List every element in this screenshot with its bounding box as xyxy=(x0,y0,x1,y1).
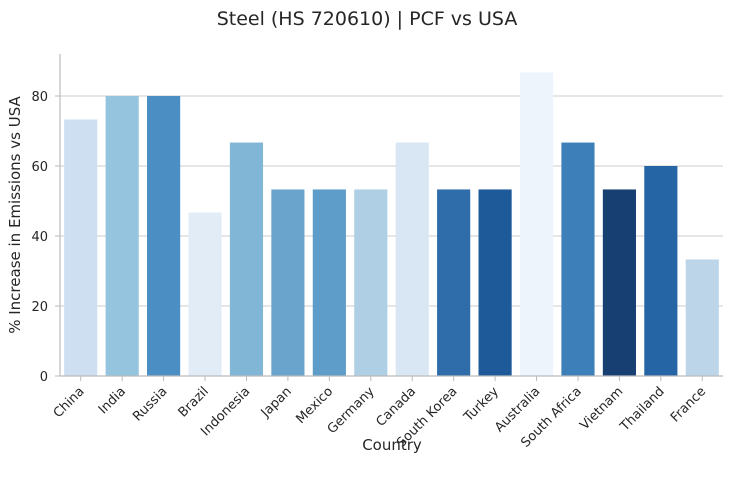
x-tick-label: Japan xyxy=(258,384,295,421)
bar-turkey xyxy=(478,189,512,376)
bar-japan xyxy=(271,189,305,376)
bar-thailand xyxy=(644,166,678,376)
bar-south-korea xyxy=(437,189,471,376)
x-tick-label: Thailand xyxy=(617,384,668,435)
chart-title: Steel (HS 720610) | PCF vs USA xyxy=(217,8,518,30)
y-tick-label: 0 xyxy=(40,370,48,385)
bar-france xyxy=(685,259,719,376)
y-tick-label: 60 xyxy=(31,160,48,175)
axes xyxy=(59,54,723,377)
bar-indonesia xyxy=(229,142,264,376)
y-tick-label: 40 xyxy=(31,230,48,245)
x-tick-label: Brazil xyxy=(176,384,212,420)
x-tick-label: Turkey xyxy=(461,384,502,425)
y-tick-label: 80 xyxy=(31,90,48,105)
y-axis-label: % Increase in Emissions vs USA xyxy=(6,96,24,334)
bar-canada xyxy=(395,142,429,376)
x-tick-label: India xyxy=(96,384,129,417)
bars xyxy=(64,72,719,377)
x-axis-label: Country xyxy=(362,436,422,454)
y-ticks: 0 20 40 60 80 xyxy=(31,90,60,385)
bar-vietnam xyxy=(602,189,636,376)
bar-india xyxy=(105,96,139,376)
bar-russia xyxy=(147,96,181,376)
bar-south-africa xyxy=(561,142,595,376)
x-tick-label: Russia xyxy=(130,384,170,424)
bar-mexico xyxy=(312,189,346,376)
bar-australia xyxy=(519,72,554,377)
x-tick-label: China xyxy=(51,384,88,421)
bar-china xyxy=(64,119,98,376)
bar-brazil xyxy=(188,212,222,376)
y-tick-label: 20 xyxy=(31,300,48,315)
bar-germany xyxy=(354,189,388,376)
x-tick-label: France xyxy=(668,384,709,425)
